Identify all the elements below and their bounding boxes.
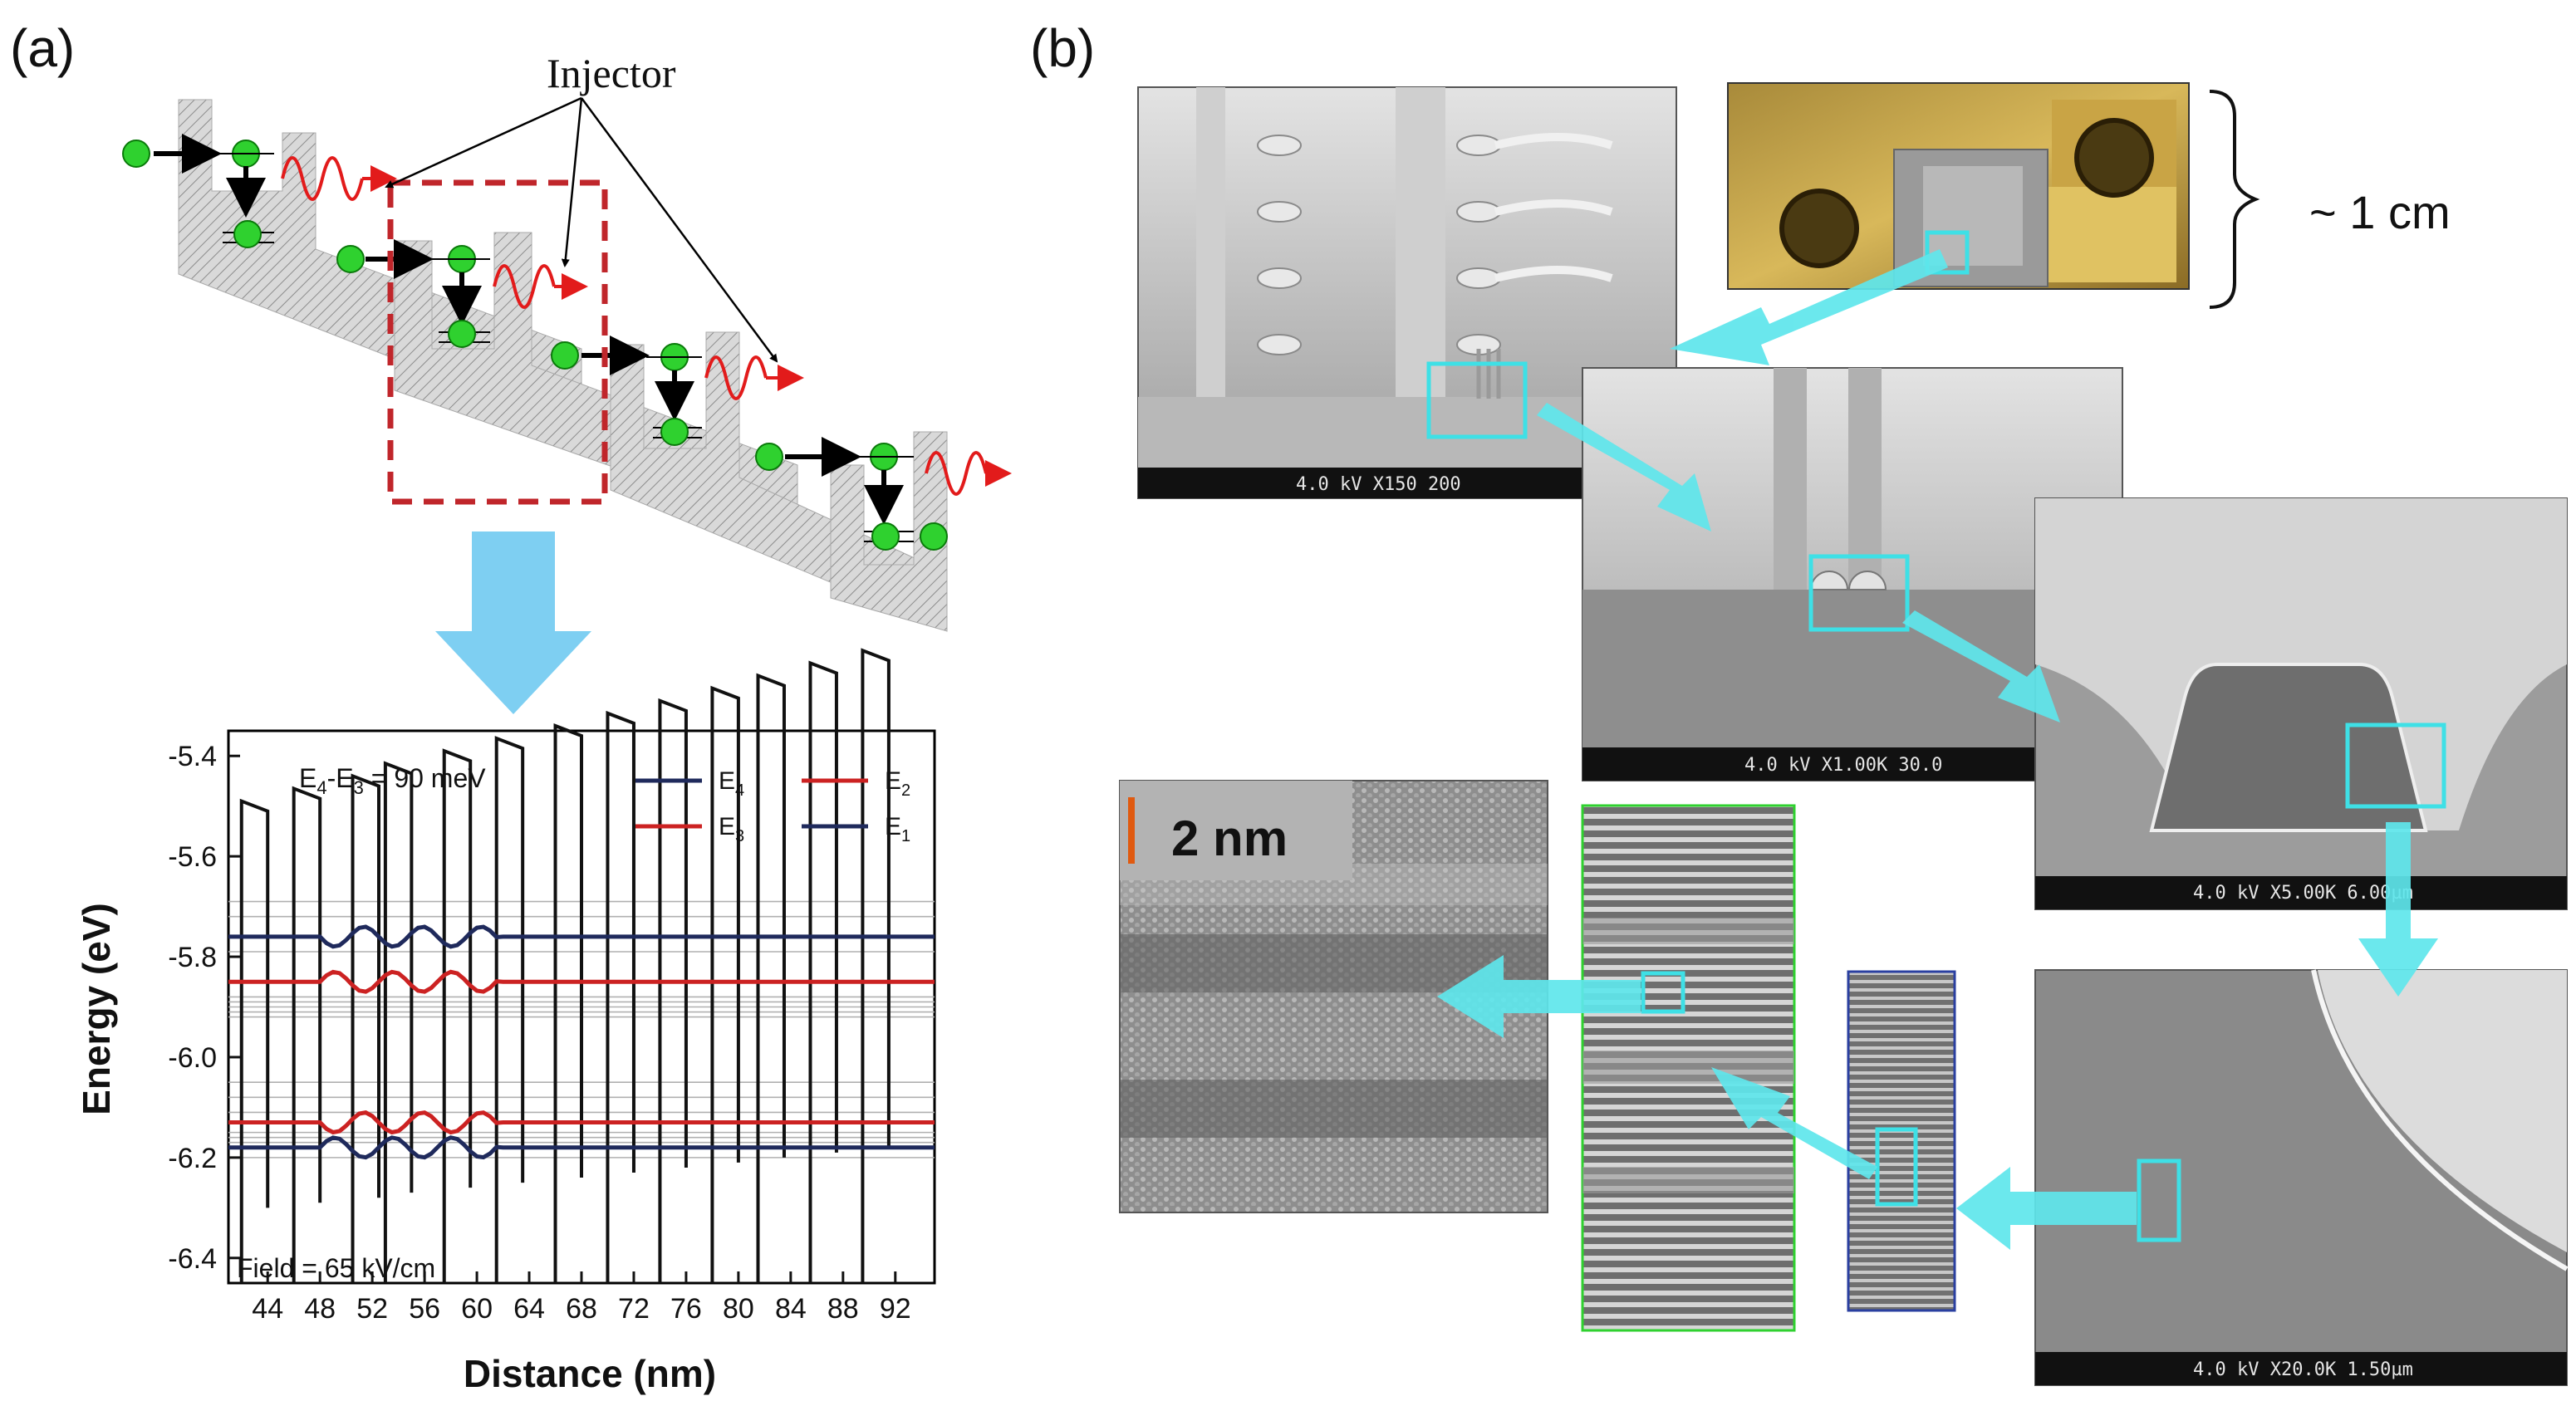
tem-strip-narrow	[1847, 970, 1956, 1312]
photon-wave	[704, 355, 768, 400]
device-photo	[1727, 82, 2190, 290]
sem-caption: 4.0 kV X1.00K 30.0	[1744, 755, 1942, 776]
series-e3	[228, 969, 935, 994]
zoom-box	[1426, 361, 1528, 439]
zoom-flow-arrows	[1437, 249, 2438, 1250]
tem-strip-wide	[1581, 804, 1796, 1332]
tem-scale-label: 2 nm	[1171, 811, 1288, 866]
panel-a-label: (a)	[10, 18, 75, 78]
band-diagram: Injector	[122, 50, 1012, 714]
electron	[551, 341, 579, 370]
x-tick-label: 64	[513, 1293, 545, 1325]
x-tick-label: 92	[880, 1293, 911, 1325]
electron	[871, 522, 900, 551]
x-tick-label: 44	[252, 1293, 283, 1325]
x-tick-label: 84	[775, 1293, 807, 1325]
electron	[233, 220, 262, 248]
photon-wave	[493, 264, 556, 309]
chart-xlabel: Distance (nm)	[464, 1352, 716, 1395]
x-tick-label: 48	[304, 1293, 336, 1325]
chart-legend: E4 E2 E3 E1	[635, 767, 910, 845]
flow-arrow	[2358, 822, 2438, 997]
sem-image-3: 4.0 kV X5.00K 6.00µm	[2034, 497, 2568, 910]
legend-item: E2	[802, 767, 910, 800]
legend-item: E1	[802, 813, 910, 845]
x-tick-label: 68	[566, 1293, 597, 1325]
legend-item: E4	[635, 767, 744, 800]
zoom-box	[2345, 723, 2446, 809]
sem-image-4: 4.0 kV X20.0K 1.50µm	[2034, 969, 2569, 1386]
series-e1	[228, 1135, 935, 1160]
zoom-box	[1925, 230, 1970, 275]
photon-wave	[281, 156, 364, 201]
sem-caption: 4.0 kV X5.00K 6.00µm	[2193, 883, 2413, 904]
flow-arrow	[1670, 249, 1948, 365]
electron	[755, 443, 783, 471]
photon-wave	[925, 451, 988, 496]
zoom-arrow-down	[435, 531, 591, 714]
electron	[122, 140, 150, 168]
x-tick-label: 76	[670, 1293, 702, 1325]
chart-potential-profile	[239, 648, 891, 1283]
svg-text:E4: E4	[719, 767, 744, 800]
svg-text:E1: E1	[885, 813, 910, 845]
zoom-box	[1808, 554, 1910, 632]
electron	[336, 245, 365, 273]
sem-caption: 4.0 kV X20.0K 1.50µm	[2193, 1359, 2413, 1380]
x-tick-label: 52	[356, 1293, 388, 1325]
energy-chart: -5.4 -5.6 -5.8 -6.0 -6.2 -6.4 44 48 52 56 60 64 68 7…	[75, 648, 936, 1395]
chart-annotation: E4-E3 = 90 meV	[299, 763, 486, 798]
x-tick-label: 60	[461, 1293, 493, 1325]
flow-arrow	[1956, 1167, 2137, 1250]
x-tick-label: 56	[409, 1293, 440, 1325]
sem-caption: 4.0 kV X150 200	[1296, 474, 1461, 495]
sem-image-2: 4.0 kV X1.00K 30.0	[1582, 367, 2123, 781]
flow-arrow	[1711, 1067, 1877, 1179]
svg-text:E2: E2	[885, 767, 910, 800]
y-tick-label: -6.2	[168, 1143, 217, 1174]
legend-item: E3	[635, 813, 744, 845]
series-e2	[228, 1110, 935, 1135]
flow-arrow	[1902, 610, 2060, 723]
y-tick-label: -5.6	[168, 841, 217, 873]
chart-y-ticks: -5.4 -5.6 -5.8 -6.0 -6.2 -6.4	[168, 741, 240, 1275]
series-e4	[228, 924, 935, 949]
chart-field-label: Field = 65 kV/cm	[237, 1253, 435, 1283]
chart-ylabel: Energy (eV)	[75, 903, 118, 1115]
chart-x-ticks: 44 48 52 56 60 64 68 72 76 80 84 88 92	[252, 1271, 911, 1325]
y-tick-label: -6.4	[168, 1243, 217, 1275]
x-tick-label: 80	[723, 1293, 754, 1325]
y-tick-label: -5.4	[168, 741, 217, 772]
y-tick-label: -5.8	[168, 942, 217, 973]
flow-arrow	[1437, 955, 1641, 1038]
chart-series-group	[228, 924, 935, 1160]
period-highlight-box	[387, 179, 608, 505]
scale-label: ~ 1 cm	[2309, 186, 2451, 238]
hrtem-image: 2 nm	[1119, 780, 1548, 1213]
electron	[920, 522, 948, 551]
zoom-box	[1641, 971, 1685, 1014]
zoom-box	[2137, 1159, 2181, 1242]
scale-brace	[2209, 90, 2260, 309]
x-tick-label: 88	[827, 1293, 859, 1325]
svg-text:E3: E3	[719, 813, 744, 845]
panel-b-label: (b)	[1030, 18, 1095, 78]
injector-label: Injector	[547, 50, 676, 96]
potential-barriers	[239, 648, 891, 1283]
y-tick-label: -6.0	[168, 1042, 217, 1074]
flow-arrow	[1537, 403, 1711, 531]
electron	[448, 320, 476, 348]
x-tick-label: 72	[618, 1293, 650, 1325]
electron	[660, 418, 689, 446]
